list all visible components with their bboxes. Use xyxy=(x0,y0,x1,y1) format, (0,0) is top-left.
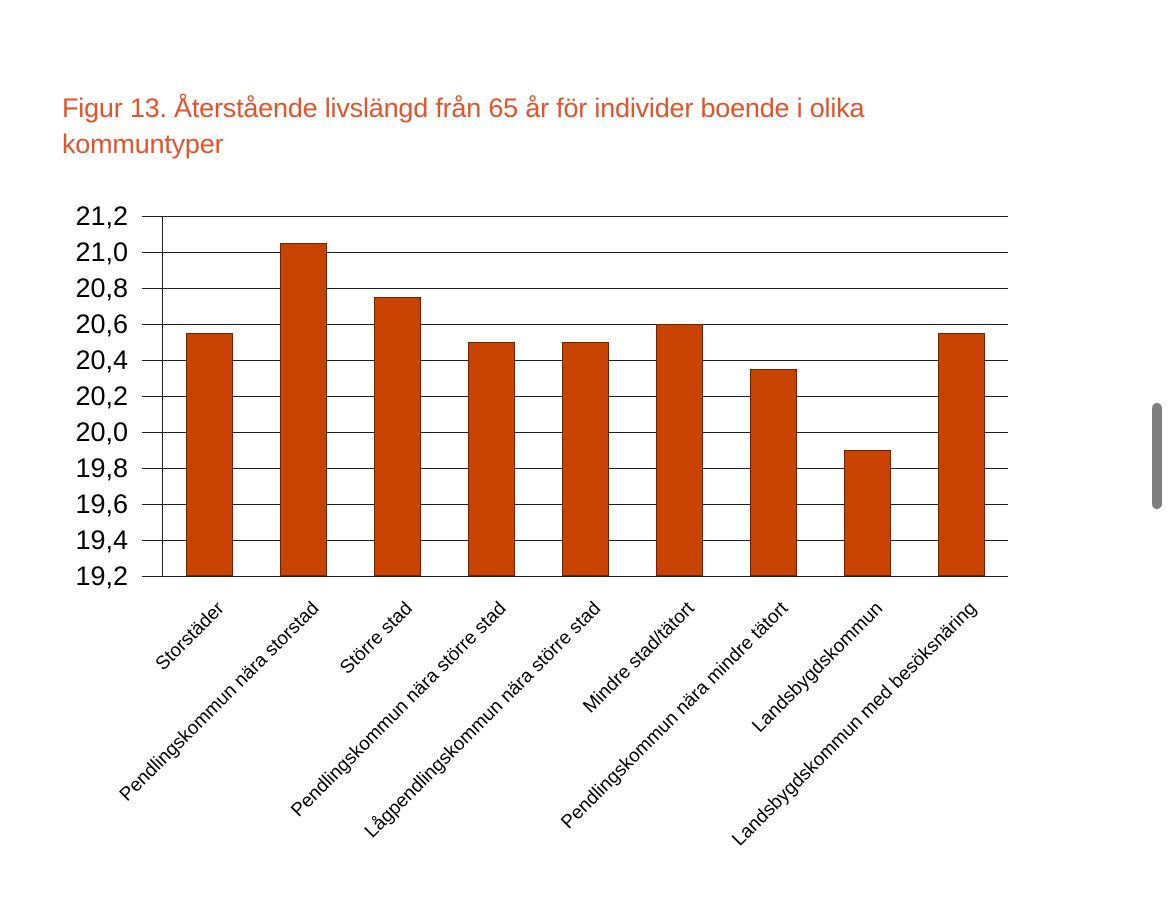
bar xyxy=(843,450,891,576)
gridline xyxy=(162,252,1008,254)
y-axis-tick xyxy=(142,468,162,470)
y-axis-tick-label: 21,0 xyxy=(75,237,128,267)
y-axis-tick-label: 19,8 xyxy=(75,453,128,483)
bar xyxy=(279,243,327,576)
y-axis-tick-label: 19,2 xyxy=(75,561,128,591)
y-axis-tick xyxy=(142,504,162,506)
bar xyxy=(467,342,515,576)
y-axis-tick-label: 20,6 xyxy=(75,309,128,339)
y-axis-tick xyxy=(142,288,162,290)
y-axis-tick-label: 19,4 xyxy=(75,525,128,555)
y-axis-tick-label: 20,2 xyxy=(75,381,128,411)
y-axis-tick xyxy=(142,216,162,218)
bar xyxy=(749,369,797,576)
gridline xyxy=(162,576,1008,578)
scrollbar-thumb[interactable] xyxy=(1152,403,1162,509)
x-axis-category-label: Storstäder xyxy=(152,598,229,675)
y-axis-tick xyxy=(142,396,162,398)
y-axis-tick xyxy=(142,252,162,254)
x-axis-category-label: Pendlingskommun nära storstad xyxy=(115,598,323,806)
y-axis-line xyxy=(162,216,164,576)
bar xyxy=(937,333,985,576)
bar xyxy=(561,342,609,576)
gridline xyxy=(162,324,1008,326)
bar xyxy=(655,324,703,576)
y-axis-tick xyxy=(142,324,162,326)
x-axis-category-label: Större stad xyxy=(336,598,417,679)
y-axis-tick-label: 20,4 xyxy=(75,345,128,375)
bar xyxy=(373,297,421,576)
gridline xyxy=(162,288,1008,290)
gridline xyxy=(162,216,1008,218)
y-axis-tick-label: 20,8 xyxy=(75,273,128,303)
y-axis-tick-label: 20,0 xyxy=(75,417,128,447)
figure-title: Figur 13. Återstående livslängd från 65 … xyxy=(62,93,865,159)
y-axis-tick xyxy=(142,432,162,434)
bar xyxy=(185,333,233,576)
y-axis-tick xyxy=(142,540,162,542)
y-axis-tick xyxy=(142,576,162,578)
y-axis-tick-label: 19,6 xyxy=(75,489,128,519)
y-axis-tick-label: 21,2 xyxy=(75,201,128,231)
y-axis-tick xyxy=(142,360,162,362)
